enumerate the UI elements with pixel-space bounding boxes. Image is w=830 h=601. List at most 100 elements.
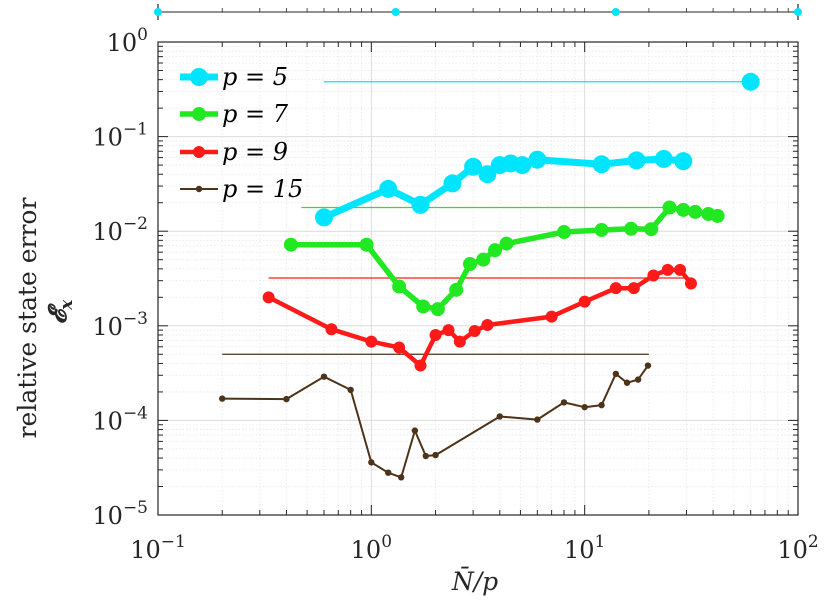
- data-point: [528, 150, 547, 169]
- data-point: [496, 413, 503, 420]
- data-point: [393, 341, 406, 354]
- y-axis-label-subscript: x: [57, 299, 77, 311]
- data-point: [478, 165, 497, 184]
- data-point: [594, 222, 609, 237]
- y-tick-label: 100: [107, 25, 148, 57]
- data-point: [581, 403, 588, 411]
- top-strip-marker: [154, 8, 162, 16]
- data-point: [592, 155, 611, 174]
- data-point: [662, 200, 677, 215]
- data-point: [347, 386, 354, 394]
- legend-swatch-marker: [190, 68, 208, 86]
- y-tick-label-base: 10: [92, 407, 123, 435]
- data-point: [545, 310, 558, 323]
- data-point: [499, 236, 514, 251]
- axes-frame: [157, 41, 799, 516]
- y-tick-label: 10−2: [92, 214, 148, 246]
- legend-item: p = 9: [180, 138, 288, 166]
- data-point: [429, 328, 442, 341]
- data-point: [392, 279, 407, 294]
- data-point: [414, 359, 427, 372]
- legend-label: p = 7: [222, 100, 289, 128]
- data-point: [443, 174, 462, 193]
- data-point: [560, 399, 568, 406]
- data-point: [315, 208, 334, 227]
- series-p9: [262, 263, 697, 372]
- x-tick-label-base: 10: [351, 536, 382, 564]
- y-tick-label: 10−1: [92, 120, 148, 152]
- reference-line-marker: [741, 72, 760, 91]
- data-point: [556, 225, 571, 240]
- y-tick-label: 10−5: [92, 498, 148, 530]
- series-line: [267, 267, 693, 368]
- data-point: [397, 474, 405, 481]
- data-point: [462, 257, 477, 272]
- x-tick-label-exponent: 1: [595, 532, 606, 552]
- data-point: [710, 208, 725, 223]
- legend: p = 5 p = 7 p = 9 p = 15: [180, 63, 303, 203]
- legend-label: p = 15: [222, 175, 303, 203]
- data-point: [320, 373, 328, 380]
- x-tick-label-base: 10: [564, 536, 595, 564]
- data-point: [612, 370, 620, 378]
- data-point: [442, 324, 455, 337]
- data-point: [578, 295, 591, 308]
- legend-label: p = 5: [222, 63, 288, 91]
- data-point: [688, 204, 703, 219]
- y-tick-label-exponent: 0: [137, 25, 148, 45]
- data-point: [432, 451, 439, 459]
- plot-frame: [157, 41, 799, 516]
- data-point: [661, 263, 674, 276]
- data-point: [449, 282, 464, 297]
- ticks: [157, 42, 798, 516]
- legend-label: p = 9: [222, 138, 288, 166]
- data-point: [647, 269, 660, 282]
- legend-item: p = 7: [180, 100, 289, 128]
- data-point: [674, 263, 687, 276]
- x-axis-label: N̄/p: [451, 567, 498, 596]
- data-point: [627, 282, 640, 295]
- y-tick-label-base: 10: [92, 124, 123, 152]
- data-point: [674, 152, 693, 171]
- data-point: [609, 282, 622, 295]
- x-tick-label-exponent: −1: [161, 532, 186, 552]
- series-group: [219, 149, 725, 481]
- data-point: [464, 157, 483, 176]
- series-p5: [315, 149, 693, 227]
- data-point: [623, 379, 631, 386]
- x-tick-label: 100: [351, 532, 392, 564]
- y-tick-label-base: 10: [92, 502, 123, 530]
- data-point: [430, 302, 445, 317]
- svg-text:relative state error: relative state error: [13, 198, 42, 439]
- legend-swatch-marker: [193, 146, 205, 158]
- y-axis-label: relative state error 𝓔x: [13, 198, 77, 439]
- x-tick-label-exponent: 2: [808, 532, 819, 552]
- data-point: [453, 335, 466, 348]
- data-point: [411, 195, 430, 214]
- data-point: [476, 252, 491, 267]
- data-point: [325, 323, 338, 336]
- data-point: [422, 452, 429, 460]
- data-point: [368, 459, 375, 466]
- top-axis-strip: [154, 4, 802, 20]
- legend-item: p = 5: [180, 63, 288, 91]
- x-tick-label-exponent: 0: [381, 532, 392, 552]
- reference-lines: [222, 72, 760, 355]
- series-p15: [219, 362, 652, 481]
- data-point: [379, 179, 398, 198]
- x-tick-label: 10−1: [130, 532, 186, 564]
- data-point: [676, 202, 691, 217]
- legend-item: p = 15: [180, 175, 303, 203]
- data-point: [644, 222, 659, 237]
- top-strip-marker: [794, 8, 802, 16]
- data-point: [219, 395, 226, 402]
- data-point: [481, 318, 494, 331]
- top-strip-marker: [391, 8, 400, 16]
- data-point: [684, 277, 697, 290]
- data-point: [283, 237, 298, 252]
- data-point: [598, 401, 605, 409]
- data-point: [359, 237, 374, 252]
- data-point: [624, 221, 639, 236]
